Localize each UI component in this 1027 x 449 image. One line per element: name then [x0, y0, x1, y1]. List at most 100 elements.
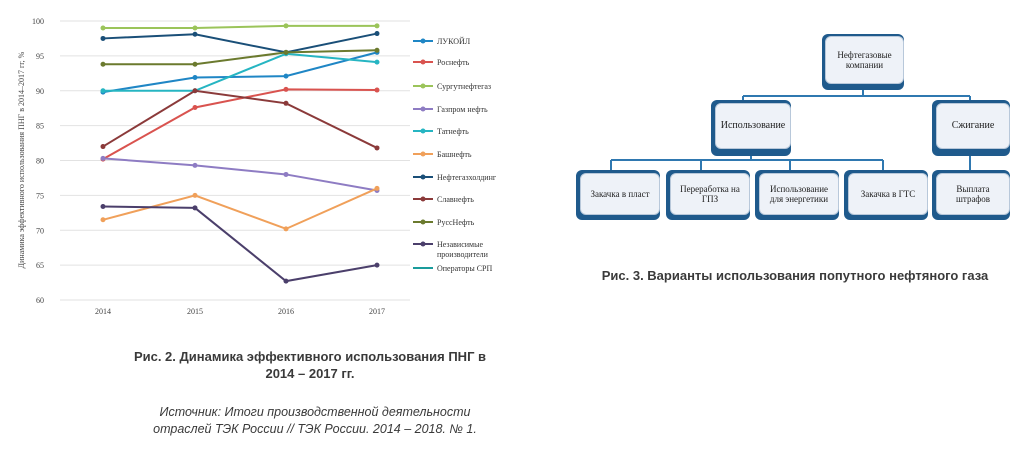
data-point — [283, 226, 289, 232]
series-line — [102, 51, 378, 94]
y-tick-label: 70 — [36, 226, 44, 235]
legend-label: Башнефть — [437, 150, 472, 159]
legend-label: Сургутнефтегаз — [437, 82, 491, 91]
legend-marker — [420, 151, 426, 157]
fig2-caption: Рис. 2. Динамика эффективного использова… — [133, 349, 487, 381]
legend-label: ЛУКОЙЛ — [437, 37, 471, 46]
legend-marker — [420, 219, 426, 225]
data-point — [283, 49, 289, 55]
data-point — [100, 88, 106, 94]
diagram-node-root: Нефтегазовые компании — [822, 34, 904, 90]
legend-label: Операторы СРП — [437, 264, 493, 273]
y-tick-label: 90 — [36, 87, 44, 96]
legend-label: Нефтегазхолдинг — [437, 173, 497, 182]
data-point — [100, 217, 106, 223]
chart-series — [100, 23, 380, 284]
data-point — [374, 23, 380, 29]
y-tick-label: 80 — [36, 157, 44, 166]
data-point — [100, 155, 106, 161]
series-line — [102, 187, 378, 230]
diagram-usage-child-4-label: Закачка в ГТС — [848, 173, 928, 215]
data-point — [192, 61, 198, 67]
legend-label: Газпром нефть — [437, 105, 488, 114]
chart-legend: ЛУКОЙЛ Роснефть Сургутнефтегаз Газпром нефт… — [413, 37, 497, 273]
series-line — [103, 49, 378, 66]
x-tick-label: 2015 — [187, 307, 203, 316]
diagram-node-usage-child-4: Закачка в ГТС — [844, 170, 928, 220]
data-point — [100, 144, 106, 150]
y-tick-label: 65 — [36, 261, 44, 270]
diagram-root-label: Нефтегазовые компании — [825, 36, 904, 84]
diagram-usage-child-2-label: Переработка на ГПЗ — [670, 173, 750, 215]
diagram-usage-label: Использование — [715, 103, 791, 149]
x-tick-label: 2014 — [95, 307, 111, 316]
legend-marker — [420, 174, 426, 180]
data-point — [374, 31, 380, 37]
diagram-node-usage: Использование — [711, 100, 791, 156]
data-point — [283, 86, 289, 92]
data-point — [374, 87, 380, 93]
diagram-flaring-label: Сжигание — [936, 103, 1010, 149]
data-point — [374, 59, 380, 65]
data-point — [192, 205, 198, 211]
diagram-node-usage-child-2: Переработка на ГПЗ — [666, 170, 750, 220]
series-line — [102, 205, 378, 283]
diagram-node-usage-child-1: Закачка в пласт — [576, 170, 660, 220]
diagram-node-flaring: Сжигание — [932, 100, 1010, 156]
data-point — [283, 73, 289, 79]
data-point — [192, 88, 198, 94]
legend-marker — [420, 38, 426, 44]
data-point — [283, 100, 289, 106]
y-tick-label: 75 — [36, 191, 44, 200]
data-point — [374, 145, 380, 151]
legend-marker — [420, 241, 426, 247]
data-point — [100, 61, 106, 67]
y-tick-label: 100 — [32, 17, 44, 26]
legend-marker — [420, 83, 426, 89]
data-point — [374, 47, 380, 53]
x-tick-label: 2016 — [278, 307, 294, 316]
diagram-usage-child-1-label: Закачка в пласт — [580, 173, 660, 215]
series-line — [102, 89, 378, 149]
diagram-node-flaring-child-1: Выплата штрафов — [932, 170, 1010, 220]
y-tick-label: 60 — [36, 296, 44, 305]
fig3-caption: Рис. 3. Варианты использования попутного… — [601, 268, 989, 283]
chart-grid — [60, 20, 410, 301]
diagram-usage-child-3-label: Использование для энергетики — [759, 173, 839, 215]
data-point — [192, 162, 198, 168]
data-point — [192, 104, 198, 110]
data-point — [192, 25, 198, 31]
series-line — [102, 88, 378, 160]
y-axis-label: Динамика эффективного использования ПНГ … — [17, 51, 26, 268]
data-point — [283, 171, 289, 177]
data-point — [100, 25, 106, 31]
data-point — [374, 262, 380, 268]
legend-label: Татнефть — [437, 127, 469, 136]
series-line — [102, 32, 378, 54]
data-point — [283, 278, 289, 284]
chart-ticks: 60 65 70 75 80 85 90 95 100 2014 2015 2016 2017 Динам… — [17, 17, 385, 316]
diagram-flaring-child-1-label: Выплата штрафов — [936, 173, 1010, 215]
legend-marker — [420, 128, 426, 134]
series-line — [103, 52, 378, 92]
fig2-source: Источник: Итоги производственной деятель… — [153, 405, 477, 436]
x-tick-label: 2017 — [369, 307, 385, 316]
legend-marker — [420, 106, 426, 112]
data-point — [100, 204, 106, 210]
series-line — [103, 24, 377, 29]
legend-marker — [420, 196, 426, 202]
legend-label-cont: производители — [437, 250, 489, 259]
y-tick-label: 85 — [36, 122, 44, 131]
data-point — [374, 185, 380, 191]
data-point — [283, 23, 289, 29]
y-tick-label: 95 — [36, 52, 44, 61]
legend-marker — [420, 59, 426, 65]
legend-label: Славнефть — [437, 195, 474, 204]
legend-label: РуссНефть — [437, 218, 475, 227]
data-point — [100, 35, 106, 41]
data-point — [192, 192, 198, 198]
diagram-node-usage-child-3: Использование для энергетики — [755, 170, 839, 220]
data-point — [192, 74, 198, 80]
data-point — [192, 31, 198, 37]
